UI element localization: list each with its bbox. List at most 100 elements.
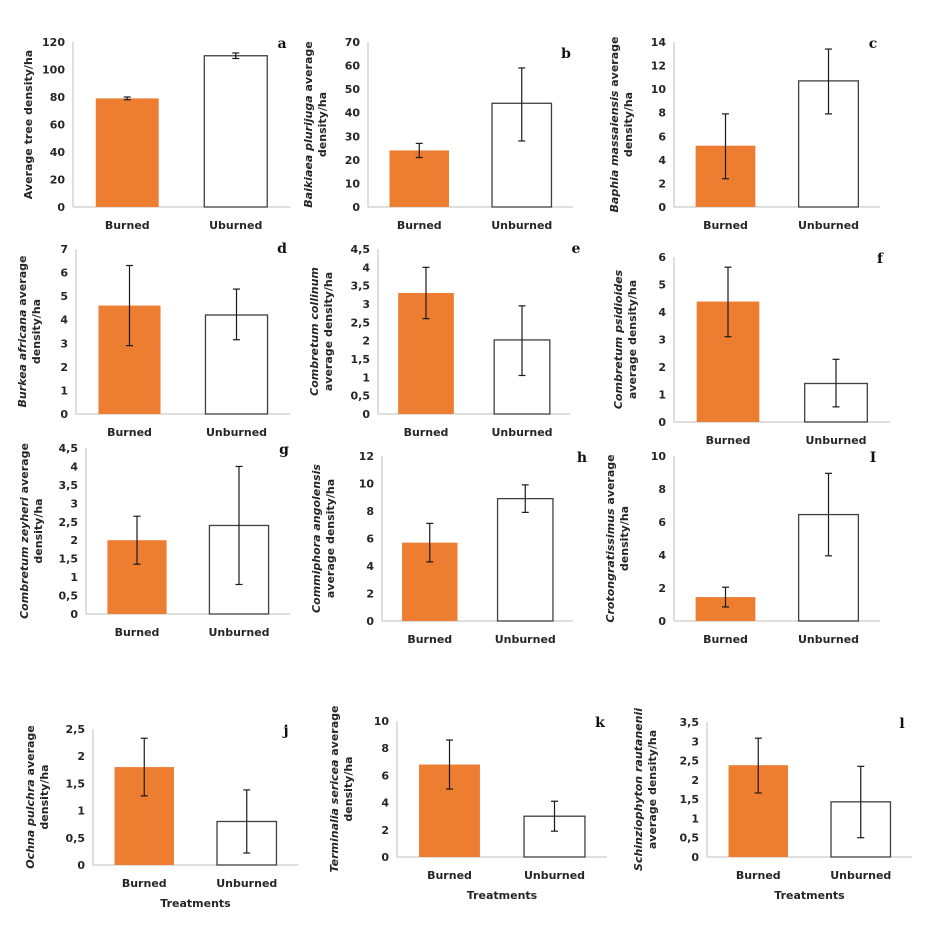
y-tick-label: 10 (345, 177, 361, 190)
y-tick-label: 10 (651, 83, 667, 96)
y-tick-label: 0 (352, 201, 360, 214)
y-tick-label: 0 (381, 851, 389, 864)
y-tick-label: 2 (77, 750, 85, 763)
y-tick-label: 0 (57, 201, 65, 214)
y-tick-label: 20 (50, 174, 66, 187)
x-category-label: Burned (736, 869, 781, 882)
error-bar-unburned (233, 288, 240, 341)
error-bar-burned (724, 266, 732, 338)
y-tick-label: 8 (381, 742, 389, 755)
y-tick-label: 2,5 (680, 755, 700, 768)
y-tick-label: 5 (60, 290, 68, 303)
y-axis-label-line2: density/ha (342, 756, 355, 821)
panel-e: 0 0,5 1 1,5 2 2,5 3 3,5 4 4,5 Burned Unburned e Combr… (308, 241, 581, 439)
y-tick-label: 4,5 (59, 442, 79, 455)
y-tick-label: 1 (362, 371, 370, 384)
y-axis-label-line2: average density/ha (324, 479, 337, 598)
y-tick-label: 2 (366, 588, 374, 601)
y-tick-label: 10 (374, 715, 390, 728)
panel-k: 0 2 4 6 8 10 Burned Unburned k Terminalia sericea… (328, 706, 607, 902)
x-category-label: Burned (122, 877, 167, 890)
x-category-label: Unburned (798, 219, 859, 232)
error-bar-unburned (518, 67, 526, 142)
y-tick-label: 0 (366, 615, 374, 628)
x-category-label: Unburned (491, 426, 552, 439)
x-axis-title: Treatments (467, 889, 538, 902)
y-axis-label-line2: average density/ha (626, 280, 639, 399)
panel-letter: j (281, 723, 288, 739)
panel-b: 0 10 20 30 40 50 60 70 Burned Unburned b Baikiaea p… (302, 36, 573, 232)
x-category-label: Burned (397, 219, 442, 232)
panel-j: 0 0,5 1 1,5 2 2,5 Burned Unburned j Ochna pulchra… (24, 723, 298, 910)
y-tick-label: 2 (658, 361, 666, 374)
bar-burned (389, 150, 449, 207)
y-tick-label: 10 (651, 450, 667, 463)
error-bar-unburned (857, 765, 865, 839)
y-axis-label-line2: density/ha (32, 498, 45, 563)
error-bar-burned (133, 515, 141, 565)
y-tick-label: 0 (658, 201, 666, 214)
y-tick-label: 1 (70, 571, 78, 584)
y-tick-label: 80 (50, 91, 66, 104)
bar-unburned (523, 815, 586, 858)
y-axis-label: Crotongratissimus average (604, 454, 617, 622)
y-tick-label: 120 (42, 36, 65, 49)
panel-c: 0 2 4 6 8 10 12 14 Burned Unburned c Baphia massaie… (608, 36, 880, 232)
panel-d: 0 1 2 3 4 5 6 7 Burned Unburned d Burkea africana a… (16, 241, 290, 439)
panel-letter: e (572, 241, 581, 257)
y-tick-label: 6 (658, 251, 666, 264)
error-bar-unburned (235, 465, 243, 586)
y-tick-label: 1,5 (66, 777, 86, 790)
bar-unburned (491, 102, 553, 208)
y-axis-label: Baphia massaiensis average (608, 37, 621, 213)
y-tick-label: 6 (658, 130, 666, 143)
y-tick-label: 0 (60, 408, 68, 421)
y-axis-label: Combretum zeyheri average (18, 443, 31, 619)
error-bar-unburned (832, 358, 840, 408)
y-tick-label: 40 (50, 146, 66, 159)
y-tick-label: 2 (60, 361, 68, 374)
y-tick-label: 2,5 (351, 316, 371, 329)
y-tick-label: 1,5 (351, 353, 371, 366)
y-tick-label: 4 (658, 306, 666, 319)
y-tick-label: 4 (366, 560, 374, 573)
error-bar-burned (722, 113, 729, 180)
error-bar-burned (415, 142, 423, 159)
y-tick-label: 4 (381, 797, 389, 810)
y-tick-label: 5 (658, 279, 666, 292)
panel-letter: b (561, 46, 571, 62)
y-tick-label: 100 (42, 64, 65, 77)
y-axis-label-line2: density/ha (618, 506, 631, 571)
y-axis-label: Terminalia sericea average (328, 706, 341, 873)
error-bar-burned (422, 266, 430, 320)
y-tick-label: 60 (345, 60, 361, 73)
panel-letter: c (869, 36, 878, 52)
x-category-label: Unburned (491, 219, 552, 232)
y-tick-label: 0 (362, 408, 370, 421)
y-tick-label: 12 (359, 450, 374, 463)
y-tick-label: 3 (60, 337, 68, 350)
y-tick-label: 3 (70, 497, 78, 510)
y-tick-label: 50 (345, 83, 361, 96)
x-category-label: Burned (105, 219, 150, 232)
y-axis-label: Average tree density/ha (22, 50, 35, 199)
panel-h: 0 2 4 6 8 10 12 Burned Unburned h Commiphora angol… (310, 450, 587, 646)
y-tick-label: 6 (60, 267, 68, 280)
error-bar-burned (123, 96, 131, 101)
y-tick-label: 2 (691, 774, 699, 787)
error-bar-unburned (825, 472, 832, 557)
y-tick-label: 0 (658, 615, 666, 628)
y-tick-label: 0,5 (59, 590, 79, 603)
bar-unburned (496, 497, 554, 622)
panel-letter: I (870, 450, 877, 466)
y-tick-label: 2 (362, 335, 370, 348)
y-tick-label: 0 (691, 851, 699, 864)
y-tick-label: 6 (366, 533, 374, 546)
y-tick-label: 2 (381, 824, 389, 837)
x-category-label: Unburned (208, 626, 269, 639)
y-axis-label-line2: density/ha (316, 92, 329, 157)
y-tick-label: 8 (366, 505, 374, 518)
error-bar-burned (722, 586, 729, 608)
x-category-label: Burned (107, 426, 152, 439)
